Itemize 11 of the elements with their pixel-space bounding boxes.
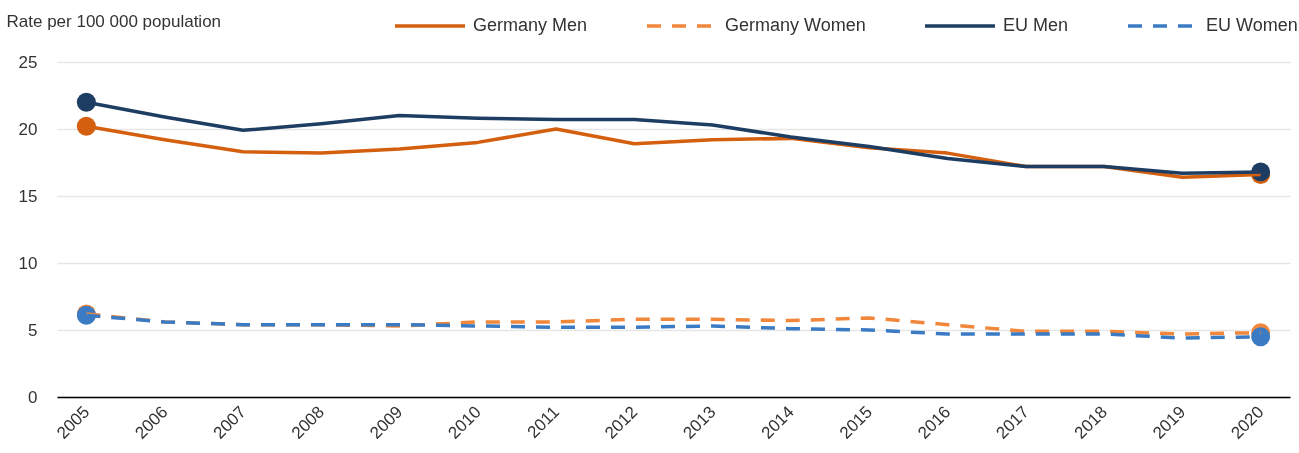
legend-label: Germany Women bbox=[725, 15, 866, 35]
y-tick-label: 10 bbox=[18, 253, 38, 273]
legend-label: Germany Men bbox=[473, 15, 588, 35]
y-tick-label: 25 bbox=[18, 52, 38, 72]
y-tick-label: 0 bbox=[28, 387, 38, 407]
legend-label: EU Men bbox=[1003, 15, 1069, 35]
y-tick-label: 20 bbox=[18, 119, 38, 139]
y-tick-label: 15 bbox=[18, 186, 38, 206]
y-tick-label: 5 bbox=[28, 320, 38, 340]
legend-label: EU Women bbox=[1206, 15, 1298, 35]
y-axis-title: Rate per 100 000 population bbox=[6, 11, 222, 31]
